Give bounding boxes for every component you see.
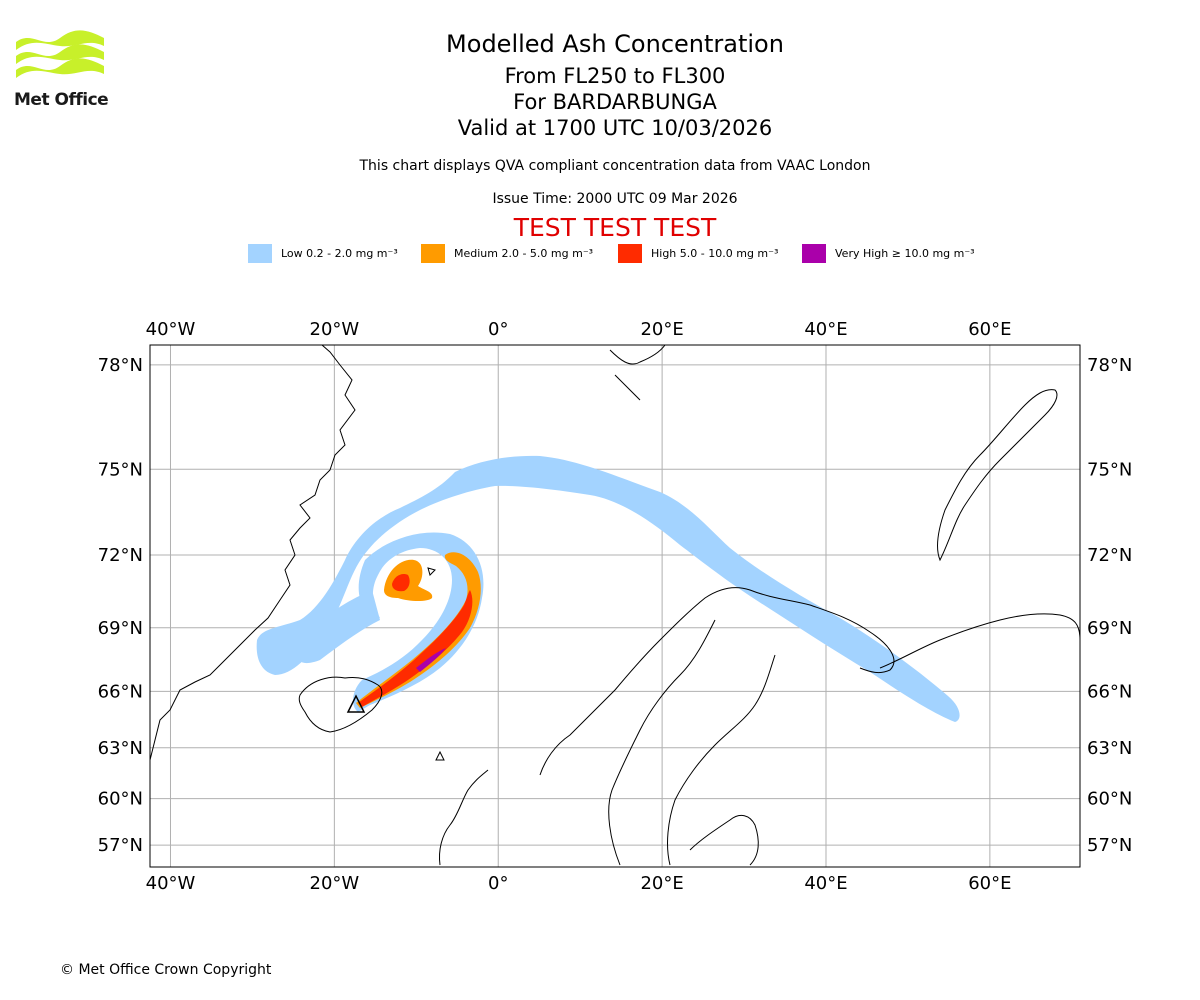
lat-tick-label-right: 57°N [1087,835,1132,856]
greenland-coast [150,345,356,761]
legend-swatch-low [248,244,272,263]
russia-coast [879,613,1080,669]
legend-item-medium: Medium 2.0 - 5.0 mg m⁻³ [421,244,593,263]
lon-tick-label-top: 0° [488,319,508,340]
sweden-coast [608,619,716,866]
svalbard-coast [609,345,666,401]
legend-label-low: Low 0.2 - 2.0 mg m⁻³ [281,247,398,260]
legend-item-low: Low 0.2 - 2.0 mg m⁻³ [248,244,398,263]
lat-tick-label-left: 66°N [98,681,143,702]
logo-text: Met Office [14,90,109,110]
norway-coast [539,587,895,776]
lon-tick-label-bottom: 40°W [146,873,196,894]
map-frame [149,344,1081,868]
legend-swatch-very-high [802,244,826,263]
level-range: From FL250 to FL300 [504,64,726,88]
jan-mayen-coast [427,567,436,576]
lat-tick-label-left: 75°N [98,459,143,480]
finland-coast [667,654,776,866]
legend-label-very-high: Very High ≥ 10.0 mg m⁻³ [835,247,975,260]
legend-item-high: High 5.0 - 10.0 mg m⁻³ [618,244,778,263]
ash-high-region [358,574,473,707]
lon-tick-label-top: 60°E [968,319,1011,340]
lat-tick-label-left: 60°N [98,789,143,810]
lat-tick-label-right: 78°N [1087,355,1132,376]
iceland-coast [298,676,383,733]
scotland-coast [439,769,489,866]
issue-time: Issue Time: 2000 UTC 09 Mar 2026 [492,191,738,207]
lat-tick-label-right: 75°N [1087,459,1132,480]
volcano-triangle-icon [346,694,366,713]
map-background [150,345,1080,867]
valid-time: Valid at 1700 UTC 10/03/2026 [457,116,773,140]
legend-item-very-high: Very High ≥ 10.0 mg m⁻³ [802,244,975,263]
legend-label-medium: Medium 2.0 - 5.0 mg m⁻³ [454,247,594,260]
lat-tick-label-left: 78°N [98,355,143,376]
lon-tick-label-bottom: 0° [488,873,508,894]
lat-tick-label-left: 63°N [98,738,143,759]
legend-label-high: High 5.0 - 10.0 mg m⁻³ [651,247,779,260]
lat-tick-label-left: 72°N [98,545,143,566]
copyright: © Met Office Crown Copyright [60,962,272,978]
lon-tick-label-bottom: 60°E [968,873,1011,894]
lon-tick-label-bottom: 40°E [804,873,847,894]
ash-very-high-region [416,648,446,672]
chart-title: Modelled Ash Concentration [446,30,784,58]
baltic-coast [689,814,759,866]
novaya-zemlya-coast [937,389,1058,562]
met-office-logo: Met Office [14,30,114,112]
axis-tick-labels: 40°W 40°W 20°W 20°W 0° 0° 20°E 20°E 40°E 40°E 60°E… [98,319,1133,894]
lat-tick-label-right: 60°N [1087,789,1132,810]
lon-tick-label-top: 20°W [310,319,360,340]
volcano-name: For BARDARBUNGA [513,90,717,114]
test-banner: TEST TEST TEST [513,213,717,242]
legend-swatch-medium [421,244,445,263]
lat-tick-label-left: 69°N [98,618,143,639]
faroe-coast [435,750,445,761]
lon-tick-label-bottom: 20°E [640,873,683,894]
qva-note: This chart displays QVA compliant concen… [359,158,871,174]
lon-tick-label-top: 20°E [640,319,683,340]
met-office-waves-icon [16,30,104,78]
lat-tick-label-right: 66°N [1087,681,1132,702]
lon-tick-label-top: 40°E [804,319,847,340]
lon-tick-label-top: 40°W [146,319,196,340]
lat-tick-label-right: 72°N [1087,545,1132,566]
lat-tick-label-right: 69°N [1087,618,1132,639]
legend-swatch-high [618,244,642,263]
lat-tick-label-left: 57°N [98,835,143,856]
gridlines [150,345,1080,867]
lon-tick-label-bottom: 20°W [310,873,360,894]
coastlines [150,345,1080,866]
lat-tick-label-right: 63°N [1087,738,1132,759]
